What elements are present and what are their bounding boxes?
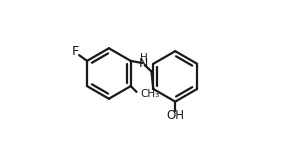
Text: CH₃: CH₃ xyxy=(140,90,159,100)
Text: OH: OH xyxy=(166,108,184,122)
Text: H: H xyxy=(139,53,148,63)
Text: F: F xyxy=(72,45,80,58)
Text: N: N xyxy=(139,57,148,70)
